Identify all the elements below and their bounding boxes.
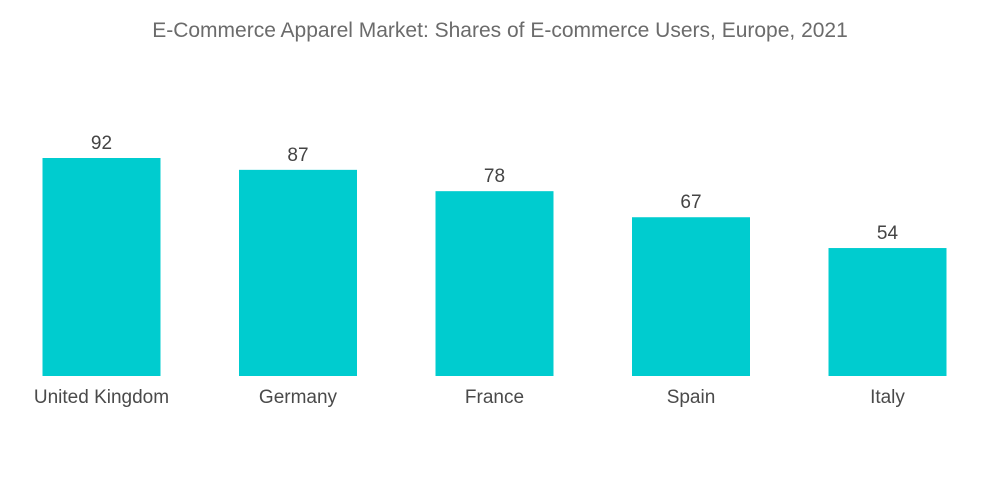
chart-title: E-Commerce Apparel Market: Shares of E-c… xyxy=(152,19,848,42)
bars-group xyxy=(42,158,947,376)
category-label-germany: Germany xyxy=(259,387,338,408)
value-label-italy: 54 xyxy=(877,223,899,244)
bar-italy xyxy=(828,248,947,376)
value-label-spain: 67 xyxy=(680,192,701,213)
category-label-france: France xyxy=(465,387,524,408)
category-label-united-kingdom: United Kingdom xyxy=(34,387,169,408)
value-label-united-kingdom: 92 xyxy=(91,133,112,154)
value-label-germany: 87 xyxy=(287,145,308,166)
category-label-italy: Italy xyxy=(870,387,905,408)
bar-spain xyxy=(632,217,750,376)
bar-germany xyxy=(239,169,357,376)
value-label-france: 78 xyxy=(484,166,505,187)
category-labels-group: United Kingdom Germany France Spain Italy xyxy=(34,387,906,408)
category-label-spain: Spain xyxy=(667,387,716,408)
bar-united-kingdom xyxy=(42,158,161,376)
bar-france xyxy=(435,191,554,376)
value-labels-group: 92 87 78 67 54 xyxy=(91,133,899,244)
